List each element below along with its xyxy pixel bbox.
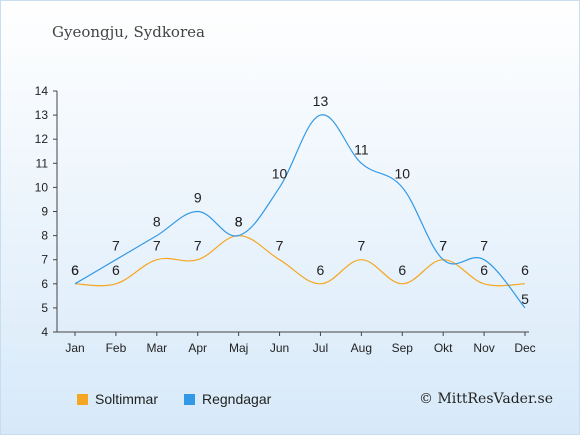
rain-data-label: 10 — [394, 165, 410, 181]
sun-legend-swatch — [77, 393, 88, 405]
x-tick-label: Dec — [514, 341, 535, 355]
rain-data-label: 5 — [521, 291, 529, 307]
x-tick-label: Aug — [351, 341, 372, 355]
x-tick-label: Feb — [106, 341, 127, 355]
y-tick-label: 12 — [35, 132, 49, 146]
y-tick-label: 5 — [41, 301, 48, 315]
y-tick-label: 6 — [41, 277, 48, 291]
sun-data-label: 6 — [521, 262, 529, 278]
x-tick-label: Apr — [188, 341, 207, 355]
y-tick-label: 14 — [35, 84, 49, 98]
x-tick-label: Sep — [392, 341, 414, 355]
rain-data-label: 9 — [194, 190, 202, 206]
x-tick-label: Jun — [270, 341, 289, 355]
y-tick-label: 10 — [35, 180, 49, 194]
sun-data-label: 6 — [398, 262, 406, 278]
x-tick-label: Maj — [229, 341, 248, 355]
sun-data-label: 8 — [235, 214, 243, 230]
y-tick-label: 9 — [41, 205, 48, 219]
rain-data-label: 7 — [112, 238, 120, 254]
copyright-text: © MittResVader.se — [419, 391, 554, 407]
x-tick-label: Jan — [65, 341, 84, 355]
y-tick-label: 4 — [41, 325, 48, 339]
sun-data-label: 7 — [276, 238, 284, 254]
x-tick-label: Nov — [473, 341, 494, 355]
x-tick-label: Jul — [313, 341, 328, 355]
sun-data-label: 7 — [357, 238, 365, 254]
location-title: Gyeongju, Sydkorea — [52, 23, 205, 41]
y-tick-label: 7 — [41, 253, 48, 267]
rain-data-label: 10 — [272, 165, 288, 181]
y-tick-label: 13 — [35, 108, 49, 122]
sun-series-line — [74, 234, 526, 287]
sun-data-label: 6 — [480, 262, 488, 278]
sun-data-label: 6 — [317, 262, 325, 278]
rain-data-label: 13 — [313, 93, 329, 109]
y-tick-label: 11 — [36, 156, 49, 170]
x-tick-label: Mar — [146, 341, 167, 355]
legend-item-rain: Regndagar — [184, 391, 271, 407]
sun-data-label: 7 — [153, 238, 161, 254]
rain-data-label: 7 — [480, 238, 488, 254]
rain-series-line — [74, 114, 526, 309]
sun-data-label: 6 — [112, 262, 120, 278]
sun-data-label: 7 — [439, 238, 447, 254]
rain-legend-label: Regndagar — [202, 391, 272, 407]
rain-data-label: 8 — [235, 214, 243, 230]
rain-data-label: 7 — [439, 238, 447, 254]
sun-data-label: 7 — [194, 238, 202, 254]
rain-data-label: 6 — [71, 262, 79, 278]
sun-data-label: 6 — [71, 262, 79, 278]
legend-item-sun: Soltimmar — [77, 391, 158, 407]
rain-data-label: 11 — [354, 141, 369, 157]
x-tick-label: Okt — [434, 341, 453, 355]
rain-data-label: 8 — [153, 214, 161, 230]
rain-legend-swatch — [184, 393, 195, 405]
sun-legend-label: Soltimmar — [95, 391, 159, 407]
y-tick-label: 8 — [41, 229, 48, 243]
